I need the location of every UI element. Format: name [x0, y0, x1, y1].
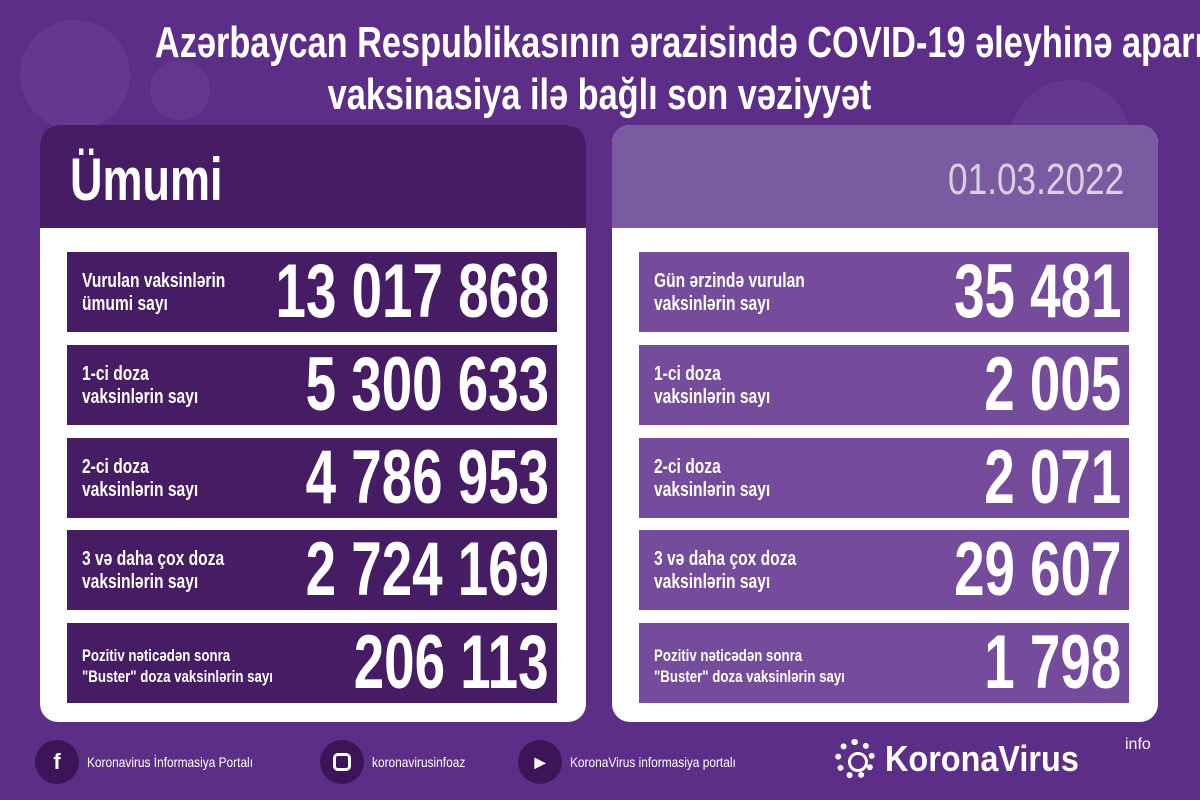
stat-row: 1-ci doza vaksinlərin sayı 2 005 [639, 345, 1129, 425]
stat-label: Pozitiv nəticədən sonra "Buster" doza vak… [82, 646, 273, 686]
stat-label: 1-ci doza vaksinlərin sayı [82, 363, 199, 408]
date-label: 01.03.2022 [947, 155, 1124, 204]
stat-value: 2 724 169 [305, 527, 549, 612]
stat-value: 2 071 [984, 435, 1121, 520]
stat-label: 1-ci doza vaksinlərin sayı [654, 363, 771, 408]
koronavirus-logo: KoronaVirus info [835, 736, 1151, 780]
stat-row: 2-ci doza vaksinlərin sayı 4 786 953 [67, 438, 557, 518]
virus-decoration [150, 60, 210, 120]
stat-value: 4 786 953 [305, 435, 549, 520]
title-line-1: Azərbaycan Respublikasının ərazisində CO… [154, 18, 1200, 67]
stat-row: 3 və daha çox doza vaksinlərin sayı 2 724 … [67, 530, 557, 610]
stat-label: Pozitiv nəticədən sonra "Buster" doza vak… [654, 646, 845, 686]
stat-value: 206 113 [354, 620, 549, 705]
youtube-icon: ▶ [518, 740, 562, 784]
title-line-2: vaksinasiya ilə bağlı son vəziyyət [328, 70, 872, 119]
facebook-icon: f [35, 740, 79, 784]
stat-value: 13 017 868 [275, 249, 549, 334]
stat-row: 2-ci doza vaksinlərin sayı 2 071 [639, 438, 1129, 518]
stat-row: Gün ərzində vurulan vaksinlərin sayı 35 48… [639, 252, 1129, 332]
stat-label: 2-ci doza vaksinlərin sayı [654, 456, 771, 501]
facebook-link[interactable]: f Koronavirus İnformasiya Portalı [35, 740, 282, 784]
facebook-label: Koronavirus İnformasiya Portalı [87, 754, 254, 770]
stat-row: 3 və daha çox doza vaksinlərin sayı 29 607 [639, 530, 1129, 610]
stat-row: Pozitiv nəticədən sonra "Buster" doza vak… [639, 623, 1129, 703]
daily-panel: 01.03.2022 Gün ərzində vurulan vaksinləri… [612, 125, 1158, 722]
instagram-icon [320, 740, 364, 784]
stat-label: 3 və daha çox doza vaksinlərin sayı [654, 548, 797, 593]
total-heading: Ümumi [70, 146, 223, 213]
total-panel: Ümumi Vurulan vaksinlərin ümumi sayı 13 01… [40, 125, 586, 722]
stat-label: 3 və daha çox doza vaksinlərin sayı [82, 548, 225, 593]
youtube-label: KoronaVirus informasiya portalı [570, 754, 736, 770]
logo-sup: info [1125, 736, 1151, 753]
stat-label: Gün ərzində vurulan vaksinlərin sayı [654, 270, 805, 315]
stat-value: 5 300 633 [305, 342, 549, 427]
virus-decoration [20, 20, 130, 130]
instagram-link[interactable]: koronavirusinfoaz [320, 740, 482, 784]
stat-label: Vurulan vaksinlərin ümumi sayı [82, 270, 226, 315]
virus-logo-icon [835, 739, 875, 779]
youtube-link[interactable]: ▶ KoronaVirus informasiya portalı [518, 740, 765, 784]
stat-value: 1 798 [984, 620, 1121, 705]
stat-label: 2-ci doza vaksinlərin sayı [82, 456, 199, 501]
stat-value: 2 005 [984, 342, 1121, 427]
stat-row: 1-ci doza vaksinlərin sayı 5 300 633 [67, 345, 557, 425]
stat-value: 35 481 [953, 249, 1121, 334]
total-header: Ümumi [40, 125, 586, 228]
instagram-label: koronavirusinfoaz [372, 754, 466, 770]
stat-row: Vurulan vaksinlərin ümumi sayı 13 017 868 [67, 252, 557, 332]
daily-header: 01.03.2022 [612, 125, 1158, 228]
logo-text: KoronaVirus [885, 738, 1079, 779]
stat-row: Pozitiv nəticədən sonra "Buster" doza vak… [67, 623, 557, 703]
stat-value: 29 607 [953, 527, 1121, 612]
